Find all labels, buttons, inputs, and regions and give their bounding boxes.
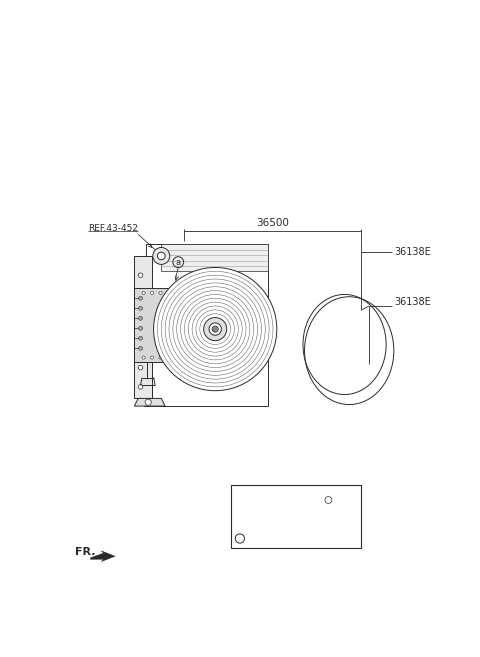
Circle shape: [139, 336, 143, 340]
Circle shape: [159, 356, 162, 359]
Circle shape: [138, 273, 143, 277]
Circle shape: [138, 296, 143, 301]
Circle shape: [151, 356, 154, 359]
Circle shape: [212, 326, 218, 332]
Circle shape: [139, 296, 143, 300]
Circle shape: [142, 291, 145, 294]
Text: 36138E: 36138E: [394, 247, 431, 257]
Circle shape: [142, 356, 145, 359]
Text: 36138E: 36138E: [394, 297, 431, 307]
Bar: [230, 485, 361, 548]
Circle shape: [139, 346, 143, 350]
Circle shape: [139, 327, 143, 330]
Circle shape: [209, 323, 221, 335]
Circle shape: [153, 248, 170, 264]
Text: 36500: 36500: [256, 218, 289, 228]
Circle shape: [204, 317, 227, 340]
Circle shape: [139, 317, 143, 320]
Circle shape: [154, 267, 277, 391]
Polygon shape: [90, 551, 115, 562]
Polygon shape: [134, 398, 165, 406]
Circle shape: [138, 365, 143, 370]
Circle shape: [151, 291, 154, 294]
Polygon shape: [144, 244, 267, 406]
Circle shape: [157, 252, 165, 260]
Circle shape: [138, 319, 143, 324]
Circle shape: [138, 384, 143, 389]
Polygon shape: [134, 288, 169, 362]
Text: REF.43-452: REF.43-452: [88, 225, 138, 233]
Polygon shape: [161, 244, 267, 271]
Circle shape: [139, 306, 143, 310]
Circle shape: [145, 399, 151, 405]
Circle shape: [138, 342, 143, 347]
Text: FR.: FR.: [75, 547, 96, 557]
Text: a: a: [176, 258, 181, 267]
Circle shape: [159, 291, 162, 294]
Polygon shape: [134, 256, 152, 398]
Text: 91931B: 91931B: [253, 533, 288, 542]
Text: a: a: [238, 534, 242, 543]
Text: 36211: 36211: [314, 533, 343, 542]
